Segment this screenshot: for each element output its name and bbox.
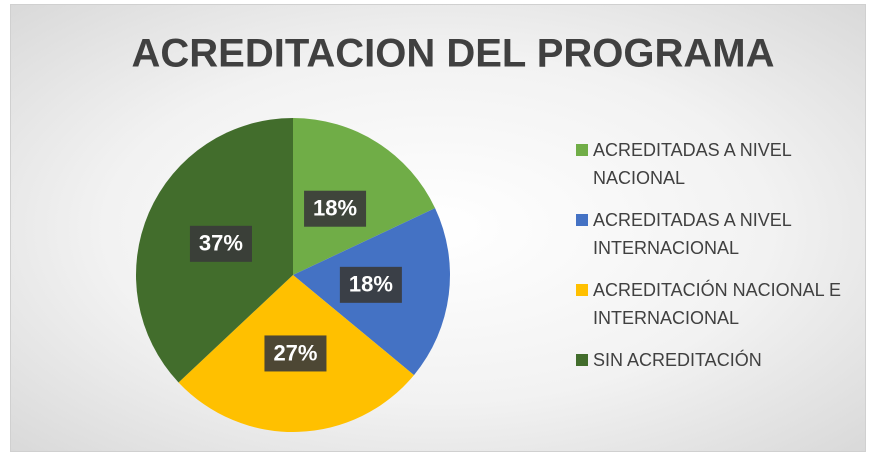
data-label-box <box>189 225 252 262</box>
data-label: 37% <box>199 231 243 256</box>
data-label: 18% <box>349 272 393 297</box>
legend-item: ACREDITADAS A NIVEL NACIONAL <box>576 136 866 192</box>
legend-label: ACREDITADAS A NIVEL INTERNACIONAL <box>593 210 792 258</box>
data-label-box <box>264 335 327 372</box>
data-label: 27% <box>273 340 317 365</box>
data-label-box <box>339 266 402 303</box>
legend-label: ACREDITADAS A NIVEL NACIONAL <box>593 140 792 188</box>
data-label-box <box>304 190 367 227</box>
legend-item: ACREDITADAS A NIVEL INTERNACIONAL <box>576 206 866 262</box>
data-label: 18% <box>313 196 357 221</box>
legend-item: SIN ACREDITACIÓN <box>576 346 866 374</box>
legend-swatch <box>576 144 588 156</box>
chart-title: ACREDITACION DEL PROGRAMA <box>132 32 775 76</box>
legend-swatch <box>576 354 588 366</box>
legend-swatch <box>576 214 588 226</box>
legend-label: SIN ACREDITACIÓN <box>593 350 762 370</box>
legend-swatch <box>576 284 588 296</box>
legend-label: ACREDITACIÓN NACIONAL E INTERNACIONAL <box>593 280 842 328</box>
legend: ACREDITADAS A NIVEL NACIONAL ACREDITADAS … <box>576 136 866 388</box>
legend-item: ACREDITACIÓN NACIONAL E INTERNACIONAL <box>576 276 866 332</box>
